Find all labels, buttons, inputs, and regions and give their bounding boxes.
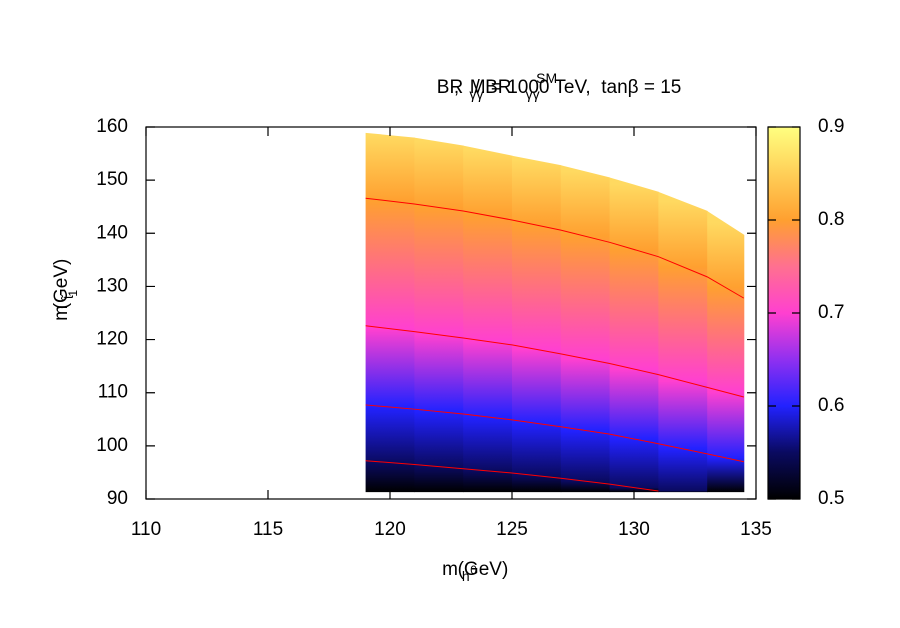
label-part: / BR [469, 77, 511, 98]
y-tick-label: 140 [96, 222, 128, 243]
label-part: t̃ [60, 295, 76, 301]
heatmap-cell [463, 145, 513, 493]
y-tick-label: 110 [98, 382, 128, 403]
x-axis-label: m h0 (GeV) [442, 559, 508, 584]
label-part: , M = 1000 TeV, tanβ = 15 [454, 77, 681, 98]
heatmap-cell [365, 132, 415, 493]
contour-line [365, 460, 659, 492]
heatmap-cell [658, 191, 708, 493]
contour-line [365, 325, 744, 398]
colorbar-tick-label: 0.6 [818, 395, 844, 416]
heatmap-cell [560, 165, 611, 493]
y-tick-label: 160 [96, 116, 128, 137]
x-tick-label: 110 [131, 519, 161, 540]
y-axis-label: m t̃1 (GeV) [51, 259, 80, 321]
chart-title: BR γγ / BR γγSM, M = 1000 TeV, tanβ = 15 [437, 70, 682, 102]
x-tick-label: 130 [618, 519, 650, 540]
plot-frame [145, 126, 757, 500]
label-part: h [462, 568, 470, 584]
label-part: (GeV) [452, 559, 508, 580]
label-part: SM [536, 70, 557, 86]
x-tick-label: 135 [740, 519, 772, 540]
colorbar-tick-label: 0.9 [818, 116, 844, 137]
x-tick-label: 120 [374, 519, 406, 540]
y-tick-label: 130 [96, 275, 128, 296]
heatmap-cell [707, 210, 745, 493]
label-part: m [51, 305, 72, 321]
label-part: (GeV) [51, 259, 72, 315]
y-tick-label: 90 [107, 488, 128, 509]
heatmap-cell [414, 137, 464, 493]
y-tick-label: 100 [96, 435, 128, 456]
label-part: 1 [66, 290, 80, 297]
label-part: γγ [469, 86, 483, 102]
label-part: 0 [470, 563, 477, 577]
x-tick-label: 125 [496, 519, 528, 540]
heatmap-cell [609, 177, 659, 493]
y-tick-label: 150 [96, 169, 128, 190]
colorbar-tick-label: 0.5 [818, 488, 844, 509]
colorbar-tick-label: 0.7 [818, 302, 844, 323]
heatmap-cell [512, 155, 562, 493]
y-tick-label: 120 [96, 329, 128, 350]
label-part: BR [437, 77, 463, 98]
contour-line [365, 404, 744, 463]
label-part: γγ [526, 86, 540, 102]
x-tick-label: 115 [253, 519, 283, 540]
colorbar-tick-label: 0.8 [818, 209, 844, 230]
label-part: m [442, 559, 458, 580]
contour-line [365, 197, 745, 299]
